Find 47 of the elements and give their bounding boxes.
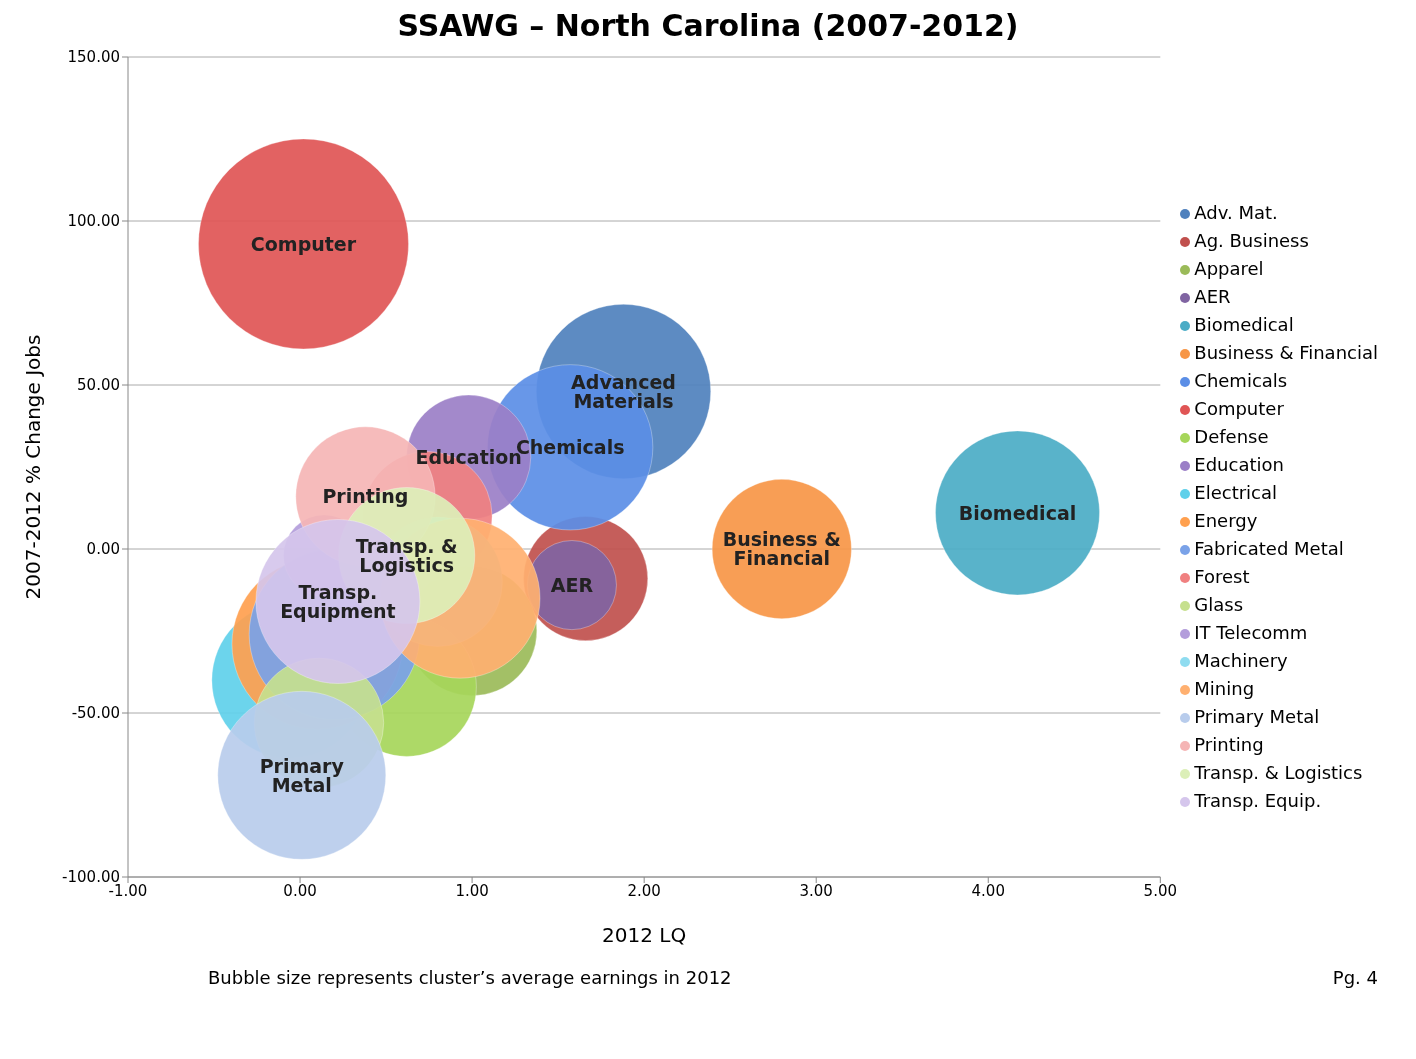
legend-label: Chemicals	[1194, 370, 1288, 391]
legend-label: Transp. Equip.	[1194, 790, 1322, 811]
x-tick-label: 5.00	[1143, 881, 1178, 900]
x-tick-label: 0.00	[283, 881, 317, 900]
annotation: Transp. & Logistics	[355, 534, 458, 576]
annotation: AER	[550, 573, 594, 596]
y-tick-label: 150.00	[67, 48, 120, 67]
legend-label: Biomedical	[1194, 314, 1294, 335]
legend-label: Computer	[1194, 398, 1284, 419]
x-tick-label: 3.00	[799, 881, 833, 900]
legend-label: Apparel	[1194, 258, 1264, 279]
legend-label: Education	[1194, 454, 1284, 475]
legend-label: AER	[1194, 286, 1231, 307]
legend-label: Primary Metal	[1194, 706, 1320, 727]
legend-label: Adv. Mat.	[1194, 202, 1278, 223]
annotation: Computer	[250, 232, 357, 255]
annotation: Advanced Materials	[571, 370, 676, 412]
annotation: Biomedical	[958, 501, 1077, 524]
legend-label: Business & Financial	[1194, 342, 1378, 363]
annotation: Primary Metal	[259, 754, 345, 796]
legend-label: Mining	[1194, 678, 1255, 699]
text: Bubble size represents cluster’s average earnings in 2012	[208, 967, 732, 988]
legend-label: Energy	[1194, 510, 1258, 531]
legend-label: Printing	[1194, 734, 1264, 755]
annotation: Business & Financial	[722, 528, 841, 570]
legend-label: IT Telecomm	[1194, 622, 1308, 643]
annotation: Transp. Equipment	[280, 580, 396, 622]
y-tick-label: 100.00	[67, 212, 120, 231]
x-tick-label: 2.00	[627, 881, 661, 900]
x-axis-title: 2012 LQ	[602, 923, 687, 947]
annotation: Printing	[322, 485, 409, 508]
y-tick-label: 50.00	[77, 376, 120, 395]
legend-label: Forest	[1194, 566, 1250, 587]
x-tick-label: 4.00	[971, 881, 1005, 900]
legend-label: Fabricated Metal	[1194, 538, 1344, 559]
text: Pg. 4	[1332, 967, 1378, 988]
y-axis-title: 2007-2012 % Change Jobs	[21, 334, 46, 600]
legend-label: Ag. Business	[1194, 230, 1309, 251]
legend-label: Electrical	[1194, 482, 1278, 503]
legend-label: Machinery	[1194, 650, 1288, 671]
legend-label: Defense	[1194, 426, 1269, 447]
y-tick-label: 0.00	[86, 540, 120, 559]
chart-title: SSAWG – North Carolina (2007-2012)	[396, 8, 1020, 43]
legend-label: Glass	[1194, 594, 1244, 615]
legend-label: Transp. & Logistics	[1194, 762, 1363, 783]
x-tick-label: 1.00	[455, 881, 489, 900]
y-tick-label: -50.00	[71, 704, 120, 723]
